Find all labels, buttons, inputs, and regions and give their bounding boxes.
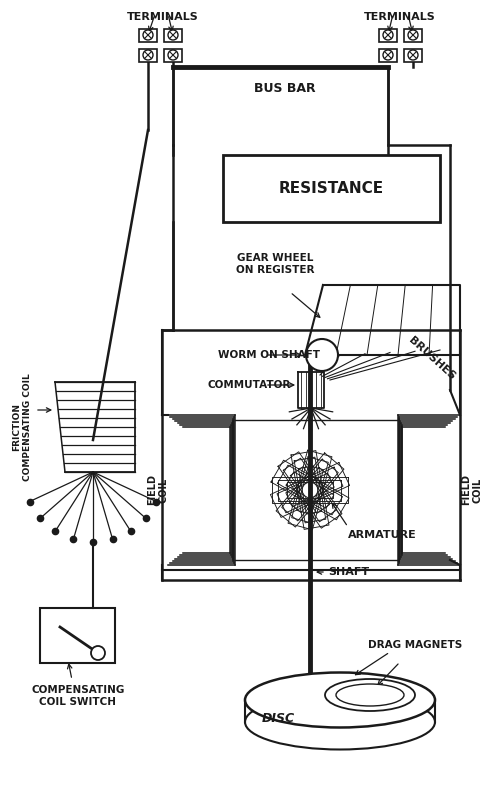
- Text: FIELD
COIL: FIELD COIL: [147, 474, 168, 506]
- Text: BRUSHES: BRUSHES: [406, 334, 456, 382]
- Circle shape: [91, 646, 105, 660]
- Circle shape: [382, 30, 392, 40]
- Circle shape: [168, 50, 178, 60]
- Ellipse shape: [244, 673, 434, 727]
- Circle shape: [407, 50, 417, 60]
- Text: TERMINALS: TERMINALS: [363, 12, 435, 22]
- Text: FRICTION
COMPENSATING COIL: FRICTION COMPENSATING COIL: [13, 373, 32, 481]
- Text: DRAG MAGNETS: DRAG MAGNETS: [367, 640, 461, 650]
- Text: RESISTANCE: RESISTANCE: [279, 181, 383, 196]
- Bar: [41, 607, 115, 662]
- Text: FIELD
COIL: FIELD COIL: [460, 474, 482, 506]
- Circle shape: [306, 339, 337, 371]
- Text: COMMUTATOR: COMMUTATOR: [207, 380, 291, 390]
- Text: SHAFT: SHAFT: [327, 567, 368, 577]
- Circle shape: [143, 30, 153, 40]
- Circle shape: [168, 30, 178, 40]
- Text: WORM ON SHAFT: WORM ON SHAFT: [217, 350, 319, 360]
- Text: BUS BAR: BUS BAR: [254, 82, 315, 95]
- Bar: [378, 49, 396, 62]
- Bar: [378, 29, 396, 42]
- Bar: [222, 155, 439, 222]
- Circle shape: [407, 30, 417, 40]
- Bar: [139, 49, 157, 62]
- Ellipse shape: [244, 694, 434, 750]
- Circle shape: [382, 50, 392, 60]
- Bar: [164, 49, 182, 62]
- Bar: [403, 49, 421, 62]
- Bar: [403, 29, 421, 42]
- Text: COMPENSATING
COIL SWITCH: COMPENSATING COIL SWITCH: [31, 685, 124, 706]
- Ellipse shape: [335, 684, 403, 706]
- Text: DISC: DISC: [262, 711, 295, 725]
- Text: ARMATURE: ARMATURE: [347, 530, 416, 540]
- Ellipse shape: [324, 679, 414, 711]
- Text: TERMINALS: TERMINALS: [127, 12, 198, 22]
- Bar: [139, 29, 157, 42]
- Bar: [164, 29, 182, 42]
- Text: GEAR WHEEL
ON REGISTER: GEAR WHEEL ON REGISTER: [235, 254, 314, 275]
- Circle shape: [143, 50, 153, 60]
